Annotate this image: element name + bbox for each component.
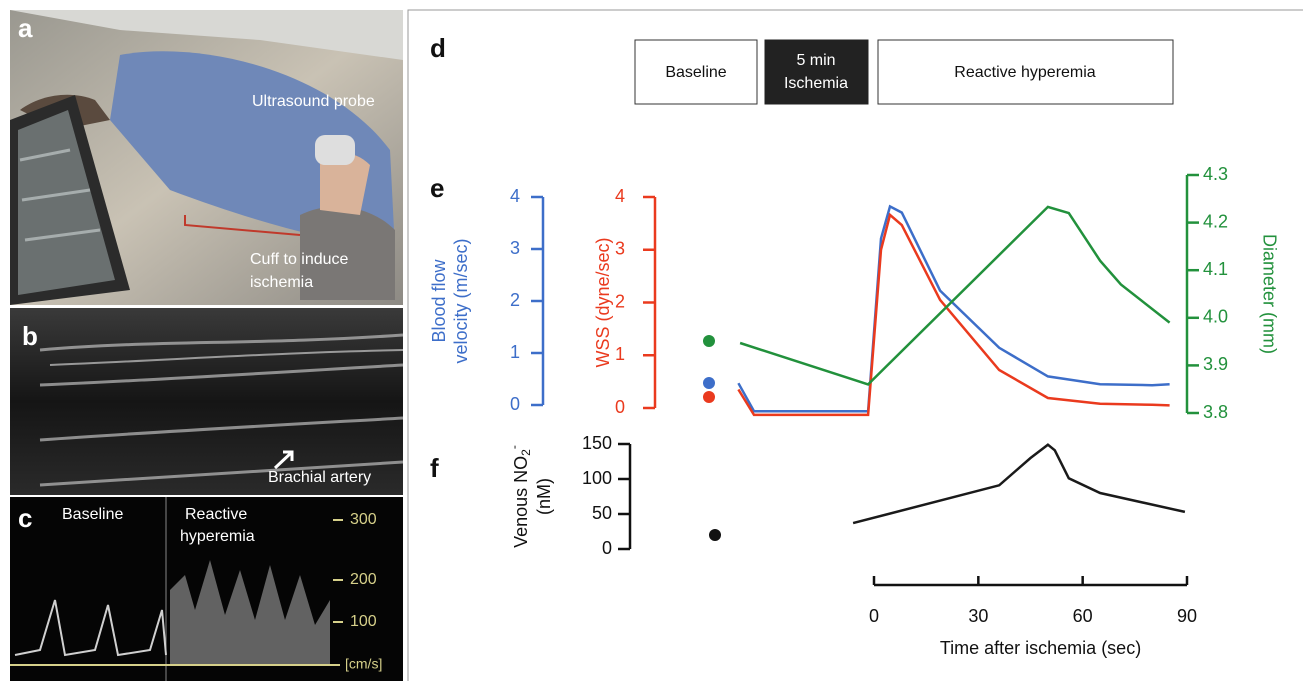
frame xyxy=(407,9,1303,681)
y-tick-label: 1 xyxy=(615,344,625,364)
axis-title: Time after ischemia (sec) xyxy=(940,638,1141,658)
y-tick-label: 4 xyxy=(510,186,520,206)
photo-label: ischemia xyxy=(250,274,313,291)
data-line xyxy=(737,204,1170,413)
y-tick-label: 50 xyxy=(592,503,612,523)
y-tick-label: 0 xyxy=(615,397,625,417)
x-tick-label: 90 xyxy=(1177,606,1197,626)
panel-letter: b xyxy=(22,321,38,351)
photo-a xyxy=(10,10,403,305)
photo-label: Baseline xyxy=(62,506,123,523)
scale-label: 200 xyxy=(350,571,377,588)
y-tick-label: 3 xyxy=(615,239,625,259)
panel-letter: a xyxy=(18,13,33,43)
y-tick-label: 150 xyxy=(582,433,612,453)
axis-title: WSS (dyne/sec) xyxy=(593,237,613,367)
data-line xyxy=(737,212,1170,417)
doppler-c xyxy=(10,497,403,681)
dot xyxy=(703,377,715,389)
phase-label: 5 min xyxy=(796,52,835,69)
phase-label: Ischemia xyxy=(784,75,848,92)
ultrasound-b xyxy=(10,308,404,495)
phase-label: Baseline xyxy=(665,64,726,81)
scale-label: 300 xyxy=(350,511,377,528)
y-tick-label: 3.8 xyxy=(1203,402,1228,422)
y-tick-label: 2 xyxy=(510,290,520,310)
dot xyxy=(703,391,715,403)
y-tick-label: 4.1 xyxy=(1203,259,1228,279)
x-tick-label: 60 xyxy=(1073,606,1093,626)
dot xyxy=(709,529,721,541)
phase-box xyxy=(634,39,758,105)
axis-title-part: Venous NO xyxy=(511,456,531,548)
phase-box xyxy=(877,39,1174,105)
phase-box xyxy=(764,39,869,105)
y-tick-label: 3.9 xyxy=(1203,354,1228,374)
y-tick-label: 3 xyxy=(510,238,520,258)
axis-title-sup: - xyxy=(507,445,521,449)
y-tick-label: 4.0 xyxy=(1203,307,1228,327)
axis-title-sub: 2 xyxy=(519,449,533,456)
axis-title: Blood flow xyxy=(429,258,449,342)
y-tick-label: 4.2 xyxy=(1203,211,1228,231)
data-line xyxy=(852,443,1186,525)
photo-label: Brachial artery xyxy=(268,469,371,486)
photo-label: Ultrasound probe xyxy=(252,93,375,110)
dot xyxy=(703,335,715,347)
panel-letter: e xyxy=(430,173,444,203)
panel-letter: c xyxy=(18,503,32,533)
y-tick-label: 2 xyxy=(615,291,625,311)
data-line xyxy=(739,205,1171,386)
panel-letter: f xyxy=(430,453,439,483)
axis-title: velocity (m/sec) xyxy=(451,238,471,363)
y-tick-label: 100 xyxy=(582,468,612,488)
photo-label: Cuff to induce xyxy=(250,251,349,268)
photo-label: Reactive xyxy=(185,506,247,523)
y-tick-label: 0 xyxy=(602,538,612,558)
axis-title: Diameter (mm) xyxy=(1259,234,1279,354)
x-tick-label: 30 xyxy=(968,606,988,626)
y-tick-label: 4.3 xyxy=(1203,164,1228,184)
x-tick-label: 0 xyxy=(869,606,879,626)
panel-letter: d xyxy=(430,33,446,63)
phase-label: Reactive hyperemia xyxy=(954,64,1096,81)
scale-label: [cm/s] xyxy=(345,656,382,672)
scale-label: 100 xyxy=(350,613,377,630)
axis-title: (nM) xyxy=(534,478,554,515)
photo-label: hyperemia xyxy=(180,528,255,545)
y-tick-label: 4 xyxy=(615,186,625,206)
y-tick-label: 1 xyxy=(510,342,520,362)
y-tick-label: 0 xyxy=(510,394,520,414)
axis-title: Venous NO2- xyxy=(507,445,533,548)
